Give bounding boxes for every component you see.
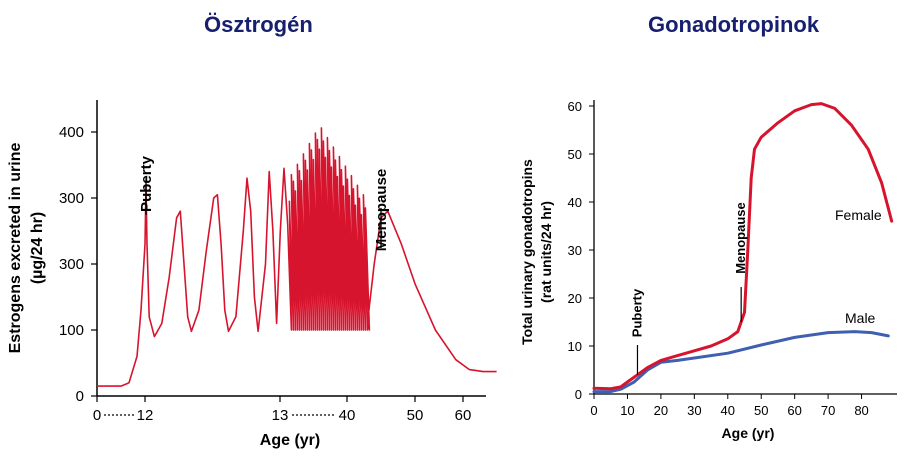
x-tick-label: 50 (407, 407, 424, 424)
y-tick-label: 300 (59, 190, 84, 207)
estrogen-curve (97, 127, 497, 387)
puberty-label: Puberty (629, 288, 644, 337)
x-tick-label: 12 (137, 407, 154, 424)
y-tick-label: 0 (575, 387, 582, 402)
female-curve (592, 102, 894, 391)
female-label: Female (835, 207, 882, 223)
y-axis-unit: (µg/24 hr) (29, 212, 46, 284)
x-axis-label: Age (yr) (260, 432, 320, 449)
y-tick-label: 300 (59, 256, 84, 273)
x-tick-label: 0 (590, 403, 597, 418)
menopause-label: Menopause (733, 202, 748, 274)
x-tick-label: 30 (687, 403, 701, 418)
x-tick-label: 70 (821, 403, 835, 418)
puberty-label: Puberty (138, 155, 155, 212)
y-tick-label: 10 (568, 339, 582, 354)
y-tick-label: 0 (76, 388, 84, 405)
y-tick-label: 400 (59, 124, 84, 141)
x-tick-label: 80 (854, 403, 868, 418)
male-curve (592, 330, 890, 394)
chart-title-gonadotropins: Gonadotropinok (648, 12, 820, 37)
y-tick-label: 100 (59, 322, 84, 339)
y-axis-unit: (rat units/24 hr) (538, 201, 554, 303)
x-axis-label: Age (yr) (722, 425, 775, 441)
x-tick-label: 50 (754, 403, 768, 418)
y-tick-label: 60 (568, 99, 582, 114)
x-tick-label: 40 (721, 403, 735, 418)
x-tick-label: 60 (455, 407, 472, 424)
y-tick-label: 50 (568, 147, 582, 162)
y-tick-label: 20 (568, 291, 582, 306)
male-label: Male (845, 310, 876, 326)
x-tick-label: 10 (620, 403, 634, 418)
x-tick-label: 20 (654, 403, 668, 418)
y-tick-label: 30 (568, 243, 582, 258)
menopause-label: Menopause (373, 169, 390, 252)
chart-title-estrogen: Ösztrogén (204, 12, 313, 37)
y-axis-label: Total urinary gonadotropins (519, 159, 535, 345)
x-tick-label: 0 (93, 407, 101, 424)
x-tick-label: 60 (787, 403, 801, 418)
x-tick-label: 40 (339, 407, 356, 424)
y-axis-label: Estrogens excreted in urine (7, 143, 24, 354)
x-tick-label: 13 (272, 407, 289, 424)
y-tick-label: 40 (568, 195, 582, 210)
